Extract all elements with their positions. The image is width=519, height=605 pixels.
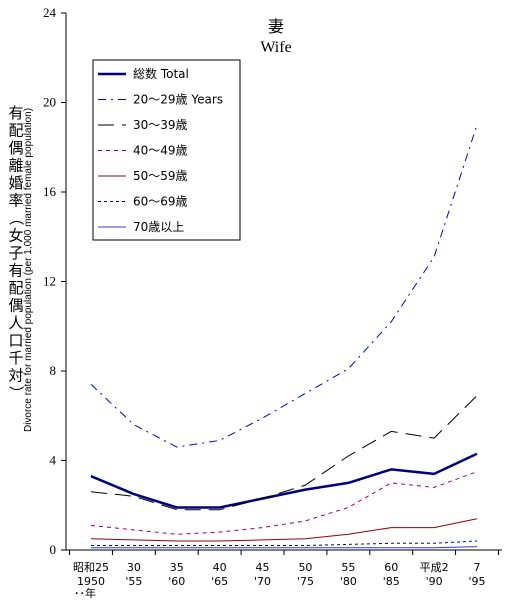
y-tick-label: 8 <box>50 363 57 378</box>
x-tick-label-bottom: '70 <box>254 575 271 588</box>
series-line-3 <box>90 471 478 535</box>
series-line-5 <box>91 540 478 546</box>
x-tick-label-bottom: '75 <box>297 575 314 588</box>
y-tick-label: 12 <box>43 274 56 289</box>
y-axis-label-char: 配 <box>8 279 23 297</box>
series-line-0 <box>90 452 478 509</box>
y-axis-label-char: 婚 <box>8 174 23 192</box>
legend-label-2: 30～39歳 <box>133 118 188 132</box>
y-axis-label-char: 千 <box>8 349 23 367</box>
legend-label-0: 総数 Total <box>133 66 189 81</box>
y-axis-label-char: 偶 <box>8 139 23 157</box>
chart-subtitle: Wife <box>260 39 291 56</box>
y-axis-label-char: ） <box>7 385 25 400</box>
series-line-6 <box>91 546 478 549</box>
x-tick-label-top: 35 <box>170 561 184 574</box>
x-tick-label-bottom: 1950 <box>77 575 105 588</box>
y-axis-label-char: 女 <box>8 227 23 245</box>
x-tick-label-top: 昭和25 <box>73 561 109 574</box>
axes <box>61 12 502 555</box>
y-tick-label: 16 <box>43 184 57 199</box>
series-lines <box>90 124 478 549</box>
y-axis-label-char: 偶 <box>8 297 23 315</box>
x-tick-label-bottom: '80 <box>340 575 357 588</box>
legend-label-1: 20～29歳 Years <box>133 93 223 107</box>
x-tick-label-top: 60 <box>384 561 398 574</box>
series-line-1 <box>90 124 478 448</box>
y-axis-label-char: 対 <box>8 367 23 385</box>
x-tick-label-top: 55 <box>341 561 355 574</box>
y-axis-label-char: 配 <box>8 122 23 140</box>
y-axis-label-char: 人 <box>8 314 23 332</box>
x-tick-label-bottom: '55 <box>125 575 142 588</box>
x-tick-label-bottom: '95 <box>468 575 485 588</box>
x-tick-label-top: 50 <box>298 561 312 574</box>
x-tick-label-top: 30 <box>127 561 141 574</box>
y-tick-label: 20 <box>43 95 56 110</box>
legend-label-6: 70歳以上 <box>133 220 184 234</box>
y-axis-label-char: 子 <box>8 244 23 262</box>
x-tick-label-bottom: '90 <box>426 575 443 588</box>
x-tick-label-top: 45 <box>256 561 270 574</box>
y-tick-label: 24 <box>43 5 57 20</box>
legend-label-4: 50～59歳 <box>133 169 188 183</box>
series-line-4 <box>90 518 478 542</box>
chart-title: 妻 <box>268 17 284 36</box>
y-axis-label-char: 率 <box>8 192 23 210</box>
y-axis-label-char: 離 <box>8 157 23 175</box>
y-tick-label: 4 <box>50 453 57 468</box>
x-axis-unit-label: ･･年 <box>74 586 96 600</box>
x-tick-label-bottom: '65 <box>211 575 228 588</box>
series-line-2 <box>90 395 478 511</box>
y-axis-label-char: 口 <box>8 332 23 350</box>
x-tick-label-top: 7 <box>474 561 481 574</box>
y-tick-label: 0 <box>50 542 57 557</box>
y-axis-label-en: Divorce rate for married population (per… <box>23 108 34 432</box>
x-tick-label-bottom: '60 <box>168 575 185 588</box>
legend-label-5: 60～69歳 <box>133 195 188 209</box>
legend: 総数 Total 20～29歳 Years 30～39歳 40～49歳 50～59歳 60… <box>92 59 241 241</box>
legend-label-3: 40～49歳 <box>133 144 188 158</box>
x-tick-label-top: 40 <box>213 561 227 574</box>
y-axis-label-char: （ <box>7 210 25 225</box>
x-tick-label-top: 平成2 <box>420 561 449 574</box>
y-axis-label-char: 有 <box>8 262 23 280</box>
x-tick-label-bottom: '85 <box>383 575 400 588</box>
y-axis-label-char: 有 <box>8 104 23 122</box>
